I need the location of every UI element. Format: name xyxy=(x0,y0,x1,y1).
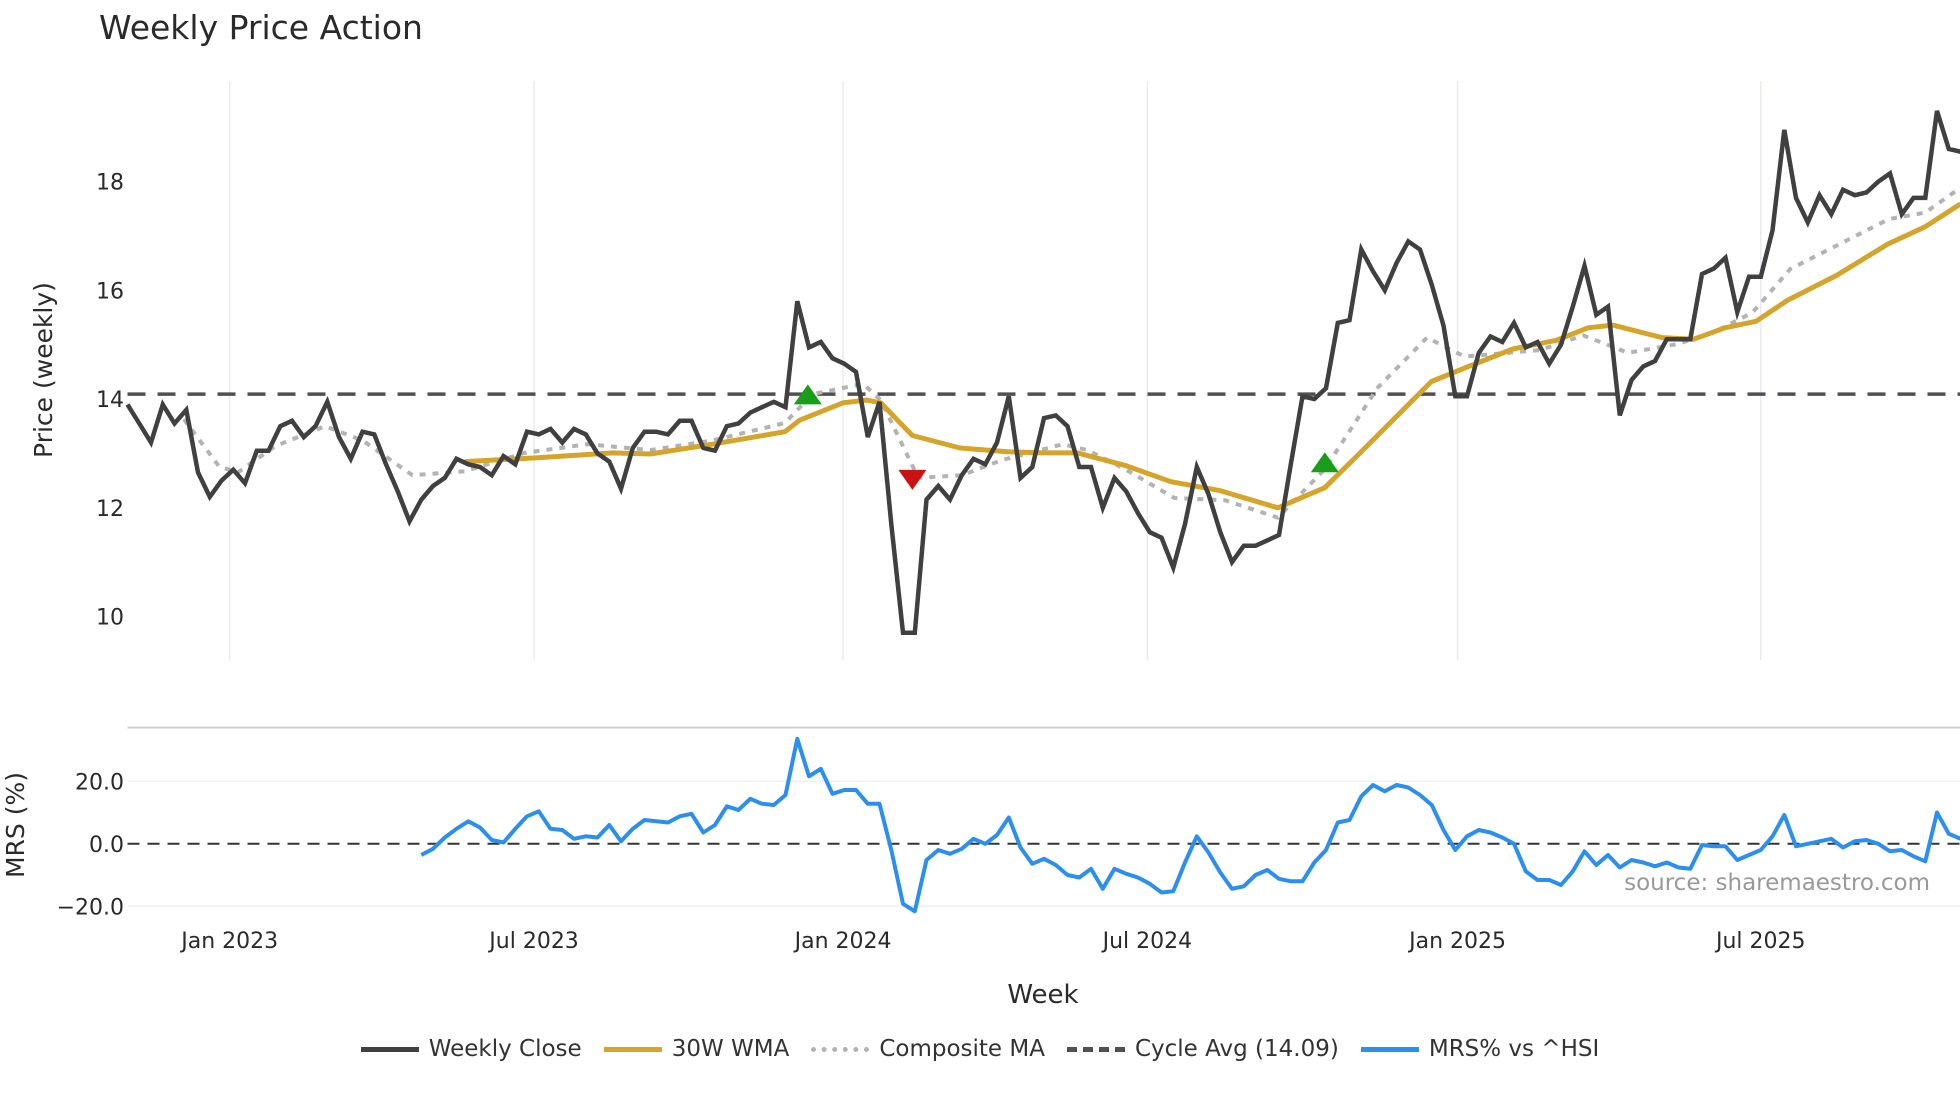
source-annotation: source: sharemaestro.com xyxy=(1624,870,1930,896)
legend-swatch xyxy=(360,1046,419,1052)
legend-item-30w-wma[interactable]: 30W WMA xyxy=(603,1036,790,1062)
mrs-tick-label: −20.0 xyxy=(57,895,124,920)
mrs-tick-label: 0.0 xyxy=(89,833,124,858)
legend-item-weekly-close[interactable]: Weekly Close xyxy=(360,1036,582,1062)
legend-swatch xyxy=(603,1046,662,1052)
x-axis-label: Week xyxy=(1007,980,1078,1010)
sell-signal-marker xyxy=(898,469,927,490)
legend-swatch xyxy=(1066,1046,1125,1052)
chart-title: Weekly Price Action xyxy=(99,8,423,47)
legend-label: Composite MA xyxy=(879,1036,1045,1062)
y-tick-label: 12 xyxy=(96,497,124,522)
legend-label: Cycle Avg (14.09) xyxy=(1134,1036,1339,1062)
legend-label: Weekly Close xyxy=(428,1036,582,1062)
legend-item-cycle-avg[interactable]: Cycle Avg (14.09) xyxy=(1066,1036,1339,1062)
legend-swatch xyxy=(1360,1046,1419,1052)
mrs-line xyxy=(420,736,1960,914)
buy-signal-marker xyxy=(1310,452,1339,473)
legend-label: 30W WMA xyxy=(671,1036,790,1062)
y-tick-label: 16 xyxy=(96,279,124,304)
legend-label: MRS% vs ^HSI xyxy=(1428,1036,1600,1062)
mrs-axis-label: MRS (%) xyxy=(1,772,30,878)
weekly-close-line xyxy=(125,110,1960,636)
legend-item-mrs[interactable]: MRS% vs ^HSI xyxy=(1360,1036,1600,1062)
x-tick-label: Jul 2024 xyxy=(1101,929,1193,954)
legend-swatch xyxy=(811,1046,870,1052)
x-tick-label: Jan 2025 xyxy=(1407,929,1506,954)
buy-signal-marker xyxy=(793,384,822,405)
x-tick-label: Jan 2024 xyxy=(793,929,892,954)
y-axis-label: Price (weekly) xyxy=(29,282,58,458)
y-tick-label: 14 xyxy=(96,388,124,413)
mrs-tick-label: 20.0 xyxy=(75,770,124,795)
x-tick-label: Jul 2023 xyxy=(487,929,579,954)
x-tick-label: Jul 2025 xyxy=(1714,929,1806,954)
legend-item-composite-ma[interactable]: Composite MA xyxy=(811,1036,1045,1062)
legend: Weekly Close 30W WMA Composite MA Cycle … xyxy=(0,1036,1960,1062)
x-tick-label: Jan 2023 xyxy=(179,929,278,954)
y-tick-label: 10 xyxy=(96,606,124,631)
wma-30w-line xyxy=(464,201,1960,511)
y-tick-label: 18 xyxy=(96,171,124,196)
